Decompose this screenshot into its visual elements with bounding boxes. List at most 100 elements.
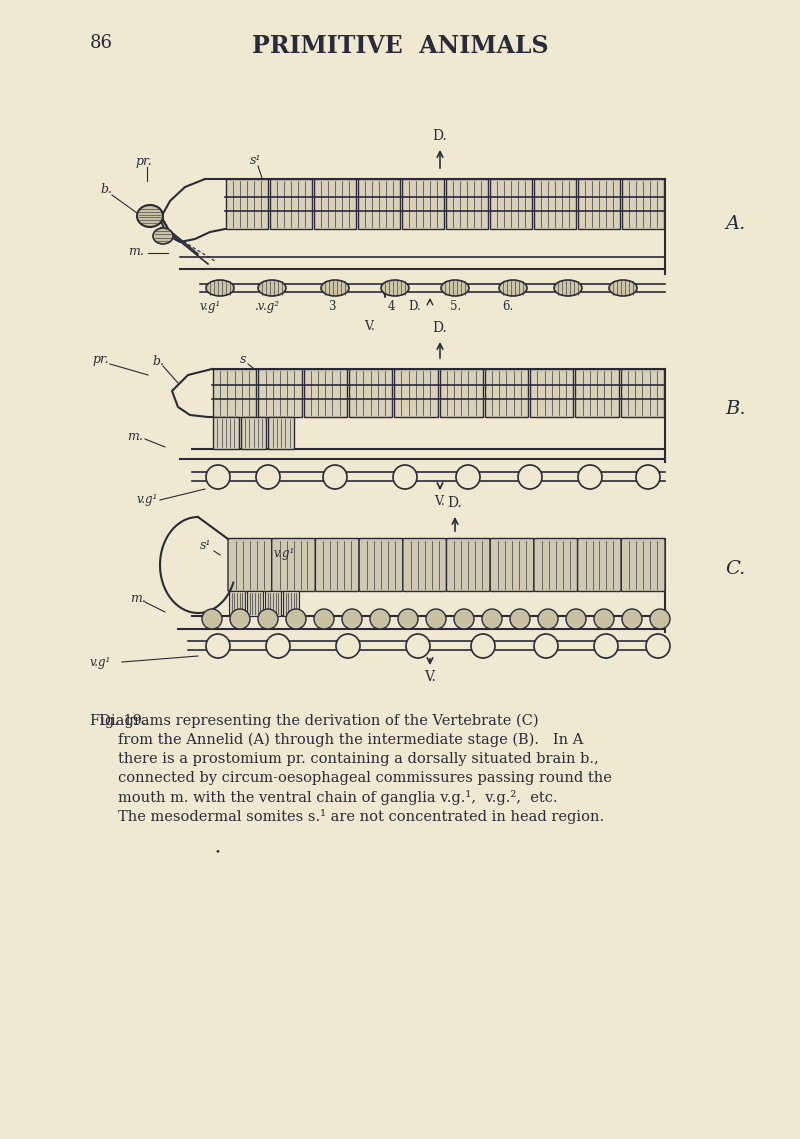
FancyBboxPatch shape [315,539,359,591]
Text: pr.: pr. [135,155,152,167]
Text: v.g¹: v.g¹ [137,493,158,506]
Polygon shape [578,179,620,229]
Ellipse shape [321,280,349,296]
Text: PRIMITIVE  ANIMALS: PRIMITIVE ANIMALS [252,34,548,58]
Polygon shape [485,369,528,417]
Circle shape [370,609,390,629]
Polygon shape [268,417,294,449]
Ellipse shape [609,280,637,296]
Polygon shape [304,369,347,417]
Circle shape [406,634,430,658]
Polygon shape [226,179,268,229]
Ellipse shape [441,280,469,296]
Polygon shape [402,179,444,229]
Ellipse shape [381,280,409,296]
Circle shape [342,609,362,629]
Circle shape [393,465,417,489]
Text: The mesodermal somites s.¹ are not concentrated in head region.: The mesodermal somites s.¹ are not conce… [118,809,604,823]
FancyBboxPatch shape [359,539,403,591]
Polygon shape [247,591,263,616]
Circle shape [230,609,250,629]
Circle shape [314,609,334,629]
Circle shape [456,465,480,489]
Ellipse shape [137,205,163,227]
Polygon shape [575,369,618,417]
Ellipse shape [206,280,234,296]
FancyBboxPatch shape [228,539,272,591]
Text: D.: D. [433,321,447,335]
Circle shape [538,609,558,629]
Polygon shape [283,591,299,616]
Polygon shape [446,179,488,229]
Text: s¹: s¹ [200,539,211,552]
Text: connected by circum-oesophageal commissures passing round the: connected by circum-oesophageal commissu… [118,771,612,785]
Text: A.: A. [725,215,746,233]
Text: D.: D. [433,129,447,144]
Text: b.: b. [152,355,164,368]
FancyBboxPatch shape [446,539,490,591]
Text: m.: m. [128,245,144,259]
Text: Fig. 19.: Fig. 19. [90,714,146,728]
Circle shape [471,634,495,658]
Text: .v.g²: .v.g² [255,300,280,313]
Circle shape [256,465,280,489]
Circle shape [534,634,558,658]
Circle shape [594,634,618,658]
Circle shape [454,609,474,629]
Text: b.: b. [100,183,112,196]
Polygon shape [229,591,245,616]
Text: 86: 86 [90,34,113,52]
Text: V.: V. [424,670,436,685]
Text: v.g¹: v.g¹ [274,547,295,560]
Circle shape [206,634,230,658]
FancyBboxPatch shape [403,539,446,591]
Polygon shape [349,369,392,417]
Circle shape [323,465,347,489]
Circle shape [646,634,670,658]
Text: 6.: 6. [502,300,514,313]
Circle shape [206,465,230,489]
Text: C.: C. [725,560,746,577]
Circle shape [636,465,660,489]
Text: pr.: pr. [92,353,109,366]
FancyBboxPatch shape [490,539,534,591]
Circle shape [202,609,222,629]
FancyBboxPatch shape [272,539,315,591]
Circle shape [426,609,446,629]
Text: from the Annelid (A) through the intermediate stage (B).   In A: from the Annelid (A) through the interme… [118,734,583,747]
Text: 4: 4 [388,300,395,313]
Circle shape [336,634,360,658]
Circle shape [650,609,670,629]
Circle shape [510,609,530,629]
Circle shape [258,609,278,629]
Polygon shape [534,179,576,229]
Text: m.: m. [127,431,143,443]
Circle shape [518,465,542,489]
Text: 5.: 5. [450,300,462,313]
Text: •: • [215,847,221,857]
Ellipse shape [153,228,173,244]
Polygon shape [270,179,312,229]
Circle shape [398,609,418,629]
FancyBboxPatch shape [622,539,665,591]
Text: m.: m. [130,592,146,605]
Text: s: s [240,353,246,366]
Text: v.g¹: v.g¹ [200,300,222,313]
FancyBboxPatch shape [578,539,622,591]
Circle shape [482,609,502,629]
Polygon shape [439,369,483,417]
Text: mouth m. with the ventral chain of ganglia v.g.¹,  v.g.²,  etc.: mouth m. with the ventral chain of gangl… [118,790,558,805]
Polygon shape [530,369,574,417]
Text: s¹: s¹ [250,154,262,167]
Text: V.: V. [434,495,446,508]
Circle shape [286,609,306,629]
Ellipse shape [258,280,286,296]
Polygon shape [213,417,238,449]
Polygon shape [241,417,266,449]
FancyBboxPatch shape [534,539,578,591]
Text: D.: D. [448,495,462,510]
Polygon shape [622,179,664,229]
Polygon shape [621,369,664,417]
Text: there is a prostomium pr. containing a dorsally situated brain b.,: there is a prostomium pr. containing a d… [118,752,598,767]
Text: B.: B. [725,400,746,418]
